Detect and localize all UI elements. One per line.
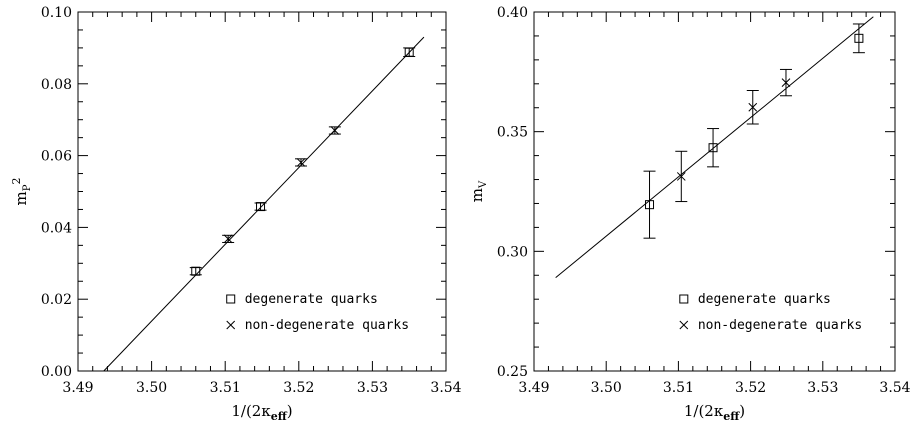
y-tick-label: 0.02 <box>41 292 72 308</box>
data-point <box>746 90 759 125</box>
data-point <box>707 128 720 168</box>
x-tick-label: 3.49 <box>62 380 93 396</box>
legend-label: degenerate quarks <box>245 292 378 307</box>
chart-panel-2: 3.49 3.50 3.51 3.52 3.53 3.54 0.25 0.30 0.35 0.40… <box>468 5 911 423</box>
y-tick-label: 0.08 <box>41 77 72 93</box>
y-axis-label: mV <box>468 180 489 202</box>
x-tick-label: 3.53 <box>807 380 838 396</box>
y-tick-label: 0.30 <box>497 244 528 260</box>
x-axis-label: 1/(2κeff) <box>231 402 292 423</box>
y-tick-label: 0.04 <box>41 220 72 236</box>
square-marker <box>854 33 864 43</box>
square-marker <box>404 47 414 57</box>
x-marker <box>296 158 306 167</box>
data-point <box>675 150 688 203</box>
square-marker <box>708 143 718 153</box>
legend: degenerate quarks non-degenerate quarks <box>679 292 862 333</box>
x-tick-label: 3.50 <box>136 380 167 396</box>
x-axis-label: 1/(2κeff) <box>684 402 745 423</box>
x-marker <box>676 172 686 181</box>
x-marker <box>226 320 236 330</box>
square-marker <box>256 202 266 212</box>
y-tick-label: 0.40 <box>497 5 528 21</box>
x-tick-label: 3.51 <box>210 380 241 396</box>
y-tick-label: 0.00 <box>41 364 72 380</box>
legend-label: non-degenerate quarks <box>245 318 409 333</box>
x-tick-label: 3.50 <box>591 380 622 396</box>
square-marker <box>226 294 236 304</box>
legend-label: degenerate quarks <box>698 292 831 307</box>
legend: degenerate quarks non-degenerate quarks <box>226 292 409 333</box>
data-point <box>295 158 308 167</box>
square-marker <box>645 200 655 210</box>
x-tick-label: 3.52 <box>735 380 766 396</box>
x-tick-label: 3.52 <box>283 380 314 396</box>
data-point <box>852 23 865 54</box>
chart-panel-1: 3.49 3.50 3.51 3.52 3.53 3.54 0.00 0.02 0.04 0.06… <box>10 5 462 423</box>
series-2 <box>222 126 341 244</box>
legend-label: non-degenerate quarks <box>698 318 862 333</box>
y-tick-label: 0.35 <box>497 125 528 141</box>
data-point <box>328 126 341 135</box>
x-tick-label: 3.53 <box>357 380 388 396</box>
y-tick-label: 0.25 <box>497 364 528 380</box>
data-point <box>222 234 235 244</box>
y-tick-label: 0.06 <box>41 149 72 165</box>
x-marker <box>679 320 689 330</box>
square-marker <box>191 266 201 276</box>
x-tick-label: 3.51 <box>663 380 694 396</box>
plot-frame <box>533 11 896 372</box>
fit-line <box>103 36 425 372</box>
series-1 <box>189 47 416 276</box>
x-tick-label: 3.54 <box>879 380 910 396</box>
x-tick-label: 3.49 <box>518 380 549 396</box>
series-1 <box>643 23 865 239</box>
x-marker <box>330 126 340 135</box>
data-point <box>189 266 202 276</box>
data-point <box>254 202 267 212</box>
y-tick-label: 0.10 <box>41 5 72 21</box>
square-marker <box>679 294 689 304</box>
x-marker <box>748 102 758 112</box>
series-2 <box>675 68 792 203</box>
fit-line <box>555 16 874 279</box>
x-tick-label: 3.54 <box>430 380 461 396</box>
data-point <box>403 47 416 58</box>
x-marker <box>223 234 233 244</box>
data-point <box>779 68 792 97</box>
x-marker <box>781 78 791 87</box>
y-axis-label: mP2 <box>10 178 33 206</box>
data-point <box>643 170 656 239</box>
